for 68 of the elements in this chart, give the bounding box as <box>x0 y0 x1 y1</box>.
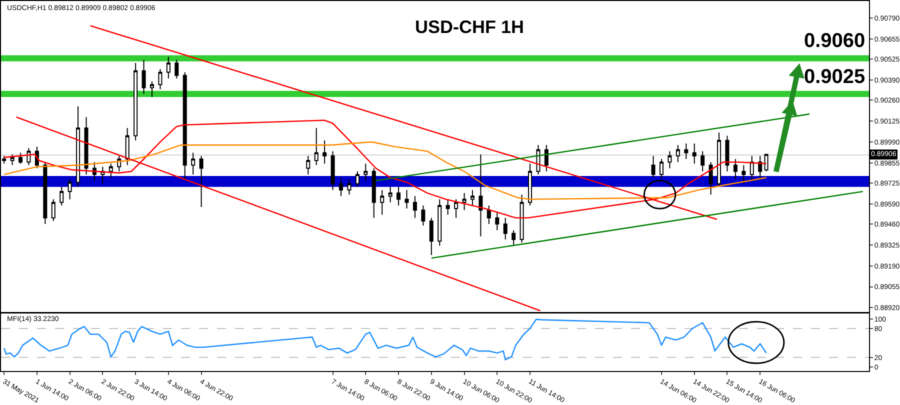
candlestick <box>76 106 80 188</box>
candlestick <box>651 155 656 178</box>
candlestick <box>668 150 672 169</box>
candlestick <box>306 155 310 175</box>
candlestick <box>60 186 64 206</box>
candlestick <box>10 154 14 166</box>
candlestick <box>454 198 458 218</box>
candlestick <box>396 186 401 206</box>
candlestick <box>108 163 113 178</box>
candlestick <box>18 152 23 164</box>
candlestick <box>182 72 187 180</box>
candlestick <box>750 155 754 182</box>
candlestick <box>764 154 768 172</box>
text: USD-CHF 1H <box>415 17 524 37</box>
candlestick <box>380 189 384 216</box>
candlestick <box>544 144 548 172</box>
candlestick <box>166 56 170 79</box>
candlestick <box>462 192 466 211</box>
candlestick <box>512 230 516 246</box>
candlestick <box>68 178 72 200</box>
candlestick <box>708 162 713 196</box>
annotation: 0.9025 <box>804 66 866 88</box>
candlestick <box>339 177 344 197</box>
candlestick <box>528 163 532 206</box>
candlestick <box>733 158 738 180</box>
candlestick <box>314 128 318 166</box>
candlestick <box>404 189 409 210</box>
candlestick <box>520 194 524 244</box>
candlestick <box>142 59 146 94</box>
candlestick <box>470 189 474 206</box>
candlestick <box>117 155 122 172</box>
candlestick <box>486 204 491 225</box>
candlestick <box>717 132 722 188</box>
candlestick <box>191 152 196 175</box>
candlestick <box>659 158 664 180</box>
candlestick <box>355 170 360 188</box>
candlestick <box>134 62 138 141</box>
annotation: 0.9060 <box>804 30 866 52</box>
candlestick <box>725 135 730 172</box>
candlestick <box>322 140 327 164</box>
candlestick <box>125 128 130 166</box>
candlestick <box>199 155 204 208</box>
candlestick <box>495 211 500 231</box>
candlestick <box>421 204 426 226</box>
candlestick <box>372 168 376 218</box>
candlestick <box>330 150 335 190</box>
candlestick <box>84 116 88 175</box>
candlestick <box>429 217 434 256</box>
candlestick <box>174 59 179 79</box>
candlestick <box>446 198 450 216</box>
candlestick <box>43 162 48 225</box>
candlestick <box>364 163 368 182</box>
candlestick <box>26 148 31 166</box>
candlestick <box>150 81 154 98</box>
candlestick <box>503 217 508 240</box>
candlestick <box>158 68 162 90</box>
line-series <box>3 141 767 200</box>
candlestick <box>742 164 746 184</box>
candlestick <box>692 143 696 164</box>
candlestick <box>347 178 352 196</box>
candlestick <box>676 144 680 163</box>
candlestick <box>388 186 392 203</box>
candlestick <box>412 196 417 218</box>
candlestick <box>700 150 705 172</box>
candlestick <box>478 154 483 237</box>
candlestick <box>684 143 688 160</box>
candlestick <box>438 198 442 246</box>
candlestick <box>51 198 56 222</box>
